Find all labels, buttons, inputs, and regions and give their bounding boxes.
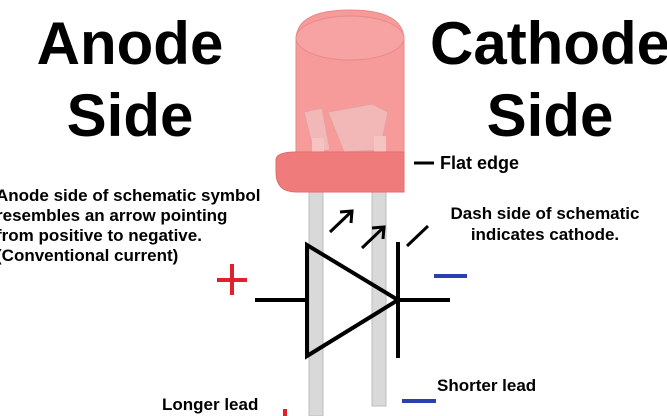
anode-note-line3: from positive to negative.: [0, 226, 202, 245]
longer-lead: [308, 179, 324, 416]
longer-lead-label: Longer lead: [162, 395, 259, 414]
cathode-pointer: [405, 224, 430, 248]
anode-note-line4: (Conventional current): [0, 246, 179, 265]
anode-note: Anode side of schematic symbol resembles…: [0, 186, 261, 266]
cathode-note-line1: Dash side of schematic: [450, 204, 640, 223]
led-rim: [275, 151, 405, 193]
anode-title-line1: Anode: [36, 10, 224, 77]
cathode-title-line2: Side: [486, 82, 614, 149]
flat-edge-label: Flat edge: [440, 153, 520, 173]
anode-note-line2: resembles an arrow pointing: [0, 206, 228, 225]
cathode-note-line2: indicates cathode.: [470, 225, 620, 244]
diode-symbol: [255, 241, 450, 360]
emission-arrows: [328, 209, 386, 250]
anode-title-line2: Side: [66, 82, 194, 149]
shorter-lead-label: Shorter lead: [437, 376, 537, 395]
plus-sign: [217, 264, 247, 295]
led-body: [295, 9, 405, 182]
cathode-note: Dash side of schematic indicates cathode…: [420, 203, 667, 245]
anode-note-line1: Anode side of schematic symbol: [0, 186, 261, 205]
lead-plus-mark: [283, 409, 287, 416]
cathode-title-line1: Cathode: [430, 10, 667, 77]
